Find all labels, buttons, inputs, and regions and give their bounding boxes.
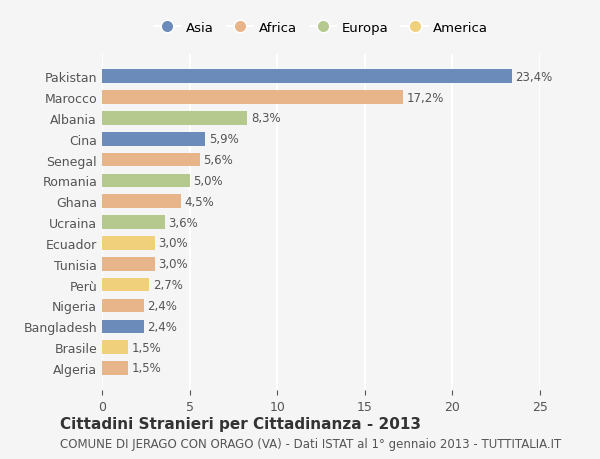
Text: 3,6%: 3,6% xyxy=(169,216,199,229)
Bar xyxy=(102,112,247,125)
Bar xyxy=(102,257,155,271)
Text: 3,0%: 3,0% xyxy=(158,237,188,250)
Bar xyxy=(102,174,190,188)
Text: 23,4%: 23,4% xyxy=(515,71,553,84)
Text: 4,5%: 4,5% xyxy=(184,196,214,208)
Text: COMUNE DI JERAGO CON ORAGO (VA) - Dati ISTAT al 1° gennaio 2013 - TUTTITALIA.IT: COMUNE DI JERAGO CON ORAGO (VA) - Dati I… xyxy=(60,437,561,450)
Bar xyxy=(102,320,144,333)
Bar xyxy=(102,91,403,105)
Text: 17,2%: 17,2% xyxy=(407,91,444,104)
Text: 5,6%: 5,6% xyxy=(203,154,233,167)
Text: 5,9%: 5,9% xyxy=(209,133,239,146)
Bar xyxy=(102,361,128,375)
Bar xyxy=(102,153,200,167)
Bar xyxy=(102,195,181,208)
Text: 2,7%: 2,7% xyxy=(153,279,182,291)
Bar xyxy=(102,70,512,84)
Bar xyxy=(102,237,155,250)
Text: Cittadini Stranieri per Cittadinanza - 2013: Cittadini Stranieri per Cittadinanza - 2… xyxy=(60,416,421,431)
Text: 1,5%: 1,5% xyxy=(132,341,161,354)
Bar xyxy=(102,341,128,354)
Bar xyxy=(102,299,144,313)
Bar xyxy=(102,216,165,230)
Text: 8,3%: 8,3% xyxy=(251,112,281,125)
Bar xyxy=(102,278,149,292)
Legend: Asia, Africa, Europa, America: Asia, Africa, Europa, America xyxy=(150,18,492,39)
Text: 5,0%: 5,0% xyxy=(193,174,223,188)
Text: 2,4%: 2,4% xyxy=(148,299,178,312)
Text: 3,0%: 3,0% xyxy=(158,257,188,271)
Text: 2,4%: 2,4% xyxy=(148,320,178,333)
Bar xyxy=(102,133,205,146)
Text: 1,5%: 1,5% xyxy=(132,362,161,375)
